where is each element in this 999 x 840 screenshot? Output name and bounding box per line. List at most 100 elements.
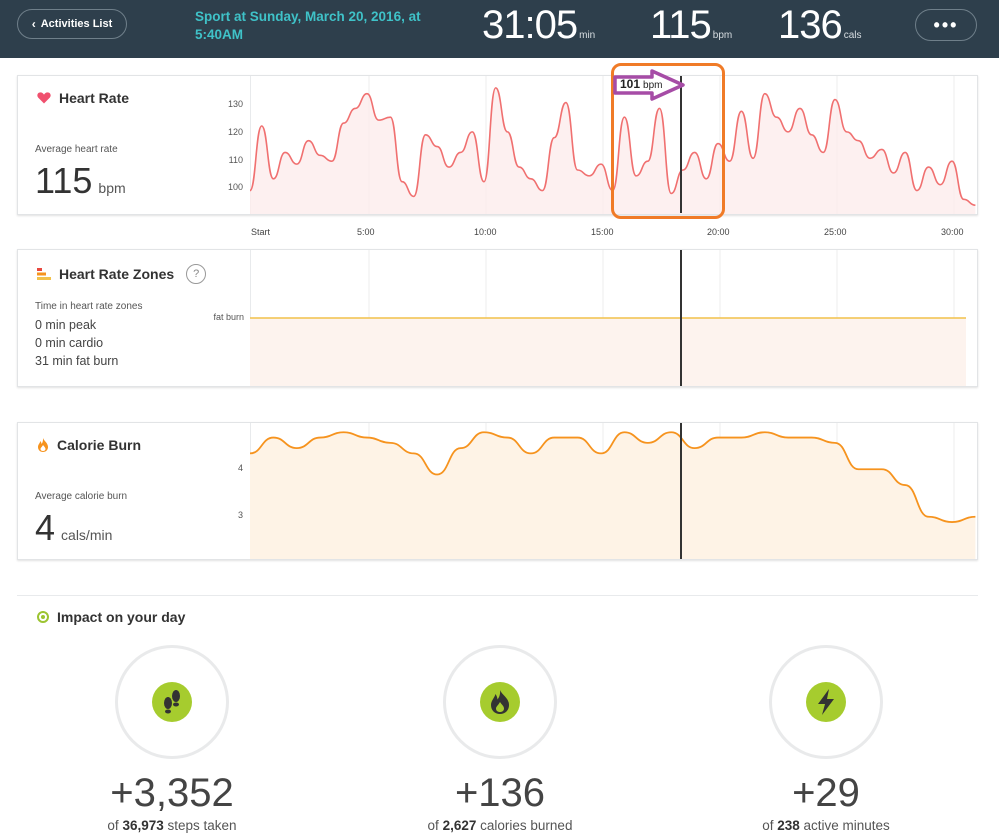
impact-title: Impact on your day [57, 609, 186, 625]
x-tick-label: 25:00 [824, 227, 847, 237]
lightning-icon [806, 682, 846, 722]
calories-ring [443, 645, 557, 759]
impact-active-minutes: +29 of 238 active minutes [706, 645, 946, 833]
active-minutes-label: active minutes [803, 818, 890, 833]
impact-heading: Impact on your day [37, 609, 185, 625]
avg-calorie-unit: cals/min [61, 527, 113, 543]
flame-icon [480, 682, 520, 722]
chevron-left-icon: ‹ [31, 17, 36, 31]
footsteps-icon [152, 682, 192, 722]
calorie-summary: Calorie Burn Average calorie burn 4 cals/… [18, 423, 251, 559]
impact-calories: +136 of 2,627 calories burned [380, 645, 620, 833]
zone-fat-burn: 31 min fat burn [35, 354, 119, 368]
fat-burn-area [250, 318, 966, 386]
zones-chart[interactable] [250, 250, 977, 386]
active-minutes-ring [769, 645, 883, 759]
x-tick-label: 5:00 [357, 227, 375, 237]
avg-heart-rate: 115 bpm [35, 160, 126, 202]
calories-label: calories burned [480, 818, 573, 833]
calories-value: 136 [778, 3, 843, 47]
help-icon[interactable]: ? [186, 264, 207, 284]
tooltip-value: 101 [620, 77, 641, 91]
calories-stat: 136 cals [778, 3, 862, 48]
steps-summary: of 36,973 steps taken [52, 818, 292, 833]
cal-y-tick: 4 [237, 463, 243, 473]
x-tick-label: 15:00 [591, 227, 614, 237]
avg-heart-rate-value: 115 [35, 160, 93, 201]
more-dots-icon: ••• [933, 15, 959, 35]
cal-y-tick: 3 [237, 510, 243, 520]
x-tick-label: 10:00 [474, 227, 497, 237]
highlight-box [611, 63, 725, 219]
heart-rate-unit: bpm [712, 30, 733, 41]
x-tick-label: Start [251, 227, 271, 237]
heart-icon [37, 92, 51, 104]
avg-calorie-value: 4 [35, 507, 56, 548]
zones-bars-icon [37, 268, 51, 280]
calories-unit: cals [843, 30, 862, 41]
calorie-title: Calorie Burn [57, 437, 142, 453]
calories-of: of [427, 818, 439, 833]
duration-stat: 31:05 min [482, 3, 595, 48]
hr-y-tick: 120 [227, 127, 243, 137]
top-bar: ‹ Activities List Sport at Sunday, March… [0, 0, 999, 58]
steps-label: steps taken [167, 818, 237, 833]
active-minutes-total: 238 [777, 818, 800, 833]
activity-title: Sport at Sunday, March 20, 2016, at 5:40… [195, 9, 421, 42]
heart-rate-value: 115 [650, 3, 712, 47]
more-options-button[interactable]: ••• [915, 9, 977, 41]
steps-delta: +3,352 [110, 771, 234, 815]
calories-summary: of 2,627 calories burned [380, 818, 620, 833]
heart-rate-summary: Heart Rate Average heart rate 115 bpm [18, 76, 251, 214]
activities-list-button[interactable]: ‹ Activities List [17, 9, 127, 39]
calorie-chart[interactable] [250, 423, 977, 559]
calories-delta: +136 [454, 771, 546, 815]
section-divider [17, 595, 978, 596]
zone-peak: 0 min peak [35, 318, 97, 332]
impact-steps: +3,352 of 36,973 steps taken [52, 645, 292, 833]
active-minutes-summary: of 238 active minutes [706, 818, 946, 833]
time-cursor-line[interactable] [680, 423, 682, 559]
avg-calorie: 4 cals/min [35, 507, 112, 549]
active-minutes-delta: +29 [792, 771, 860, 815]
hr-y-tick: 130 [227, 99, 243, 109]
heart-rate-area [250, 87, 976, 214]
x-tick-label: 30:00 [941, 227, 964, 237]
steps-of: of [107, 818, 119, 833]
calories-total: 2,627 [442, 818, 477, 833]
zones-subtitle: Time in heart rate zones [35, 301, 143, 312]
heart-rate-card: Heart Rate Average heart rate 115 bpm 130… [17, 75, 978, 215]
duration-value: 31:05 [482, 3, 578, 47]
time-cursor-line[interactable] [680, 250, 682, 386]
calorie-area [250, 432, 976, 559]
steps-ring [115, 645, 229, 759]
heart-rate-stat: 115 bpm [650, 3, 732, 48]
zones-heading: Heart Rate Zones ? [37, 264, 207, 284]
zones-title: Heart Rate Zones [59, 266, 175, 282]
avg-calorie-label: Average calorie burn [35, 491, 128, 502]
hr-y-tick: 100 [227, 182, 243, 192]
zone-cardio: 0 min cardio [35, 336, 104, 350]
heart-rate-title: Heart Rate [59, 90, 130, 106]
arrow-annotation [613, 69, 685, 101]
back-button-label: Activities List [40, 18, 113, 30]
zones-summary: Heart Rate Zones ? Time in heart rate zo… [18, 250, 251, 386]
duration-unit: min [579, 30, 596, 41]
calorie-line [250, 431, 976, 523]
target-icon [37, 611, 49, 623]
steps-total: 36,973 [122, 818, 164, 833]
heart-rate-zones-card: Heart Rate Zones ? Time in heart rate zo… [17, 249, 978, 387]
x-tick-label: 20:00 [707, 227, 730, 237]
flame-icon [38, 438, 48, 452]
calorie-burn-card: Calorie Burn Average calorie burn 4 cals/… [17, 422, 978, 560]
heart-rate-tooltip: 101 bpm [620, 77, 662, 91]
avg-heart-rate-label: Average heart rate [35, 144, 118, 155]
hr-y-tick: 110 [228, 155, 243, 165]
tooltip-unit: bpm [643, 80, 663, 91]
zone-label: fat burn [213, 312, 244, 322]
heart-rate-heading: Heart Rate [37, 90, 129, 106]
avg-heart-rate-unit: bpm [98, 180, 126, 196]
active-minutes-of: of [762, 818, 774, 833]
time-cursor-line[interactable] [680, 76, 682, 213]
calorie-heading: Calorie Burn [37, 437, 141, 453]
